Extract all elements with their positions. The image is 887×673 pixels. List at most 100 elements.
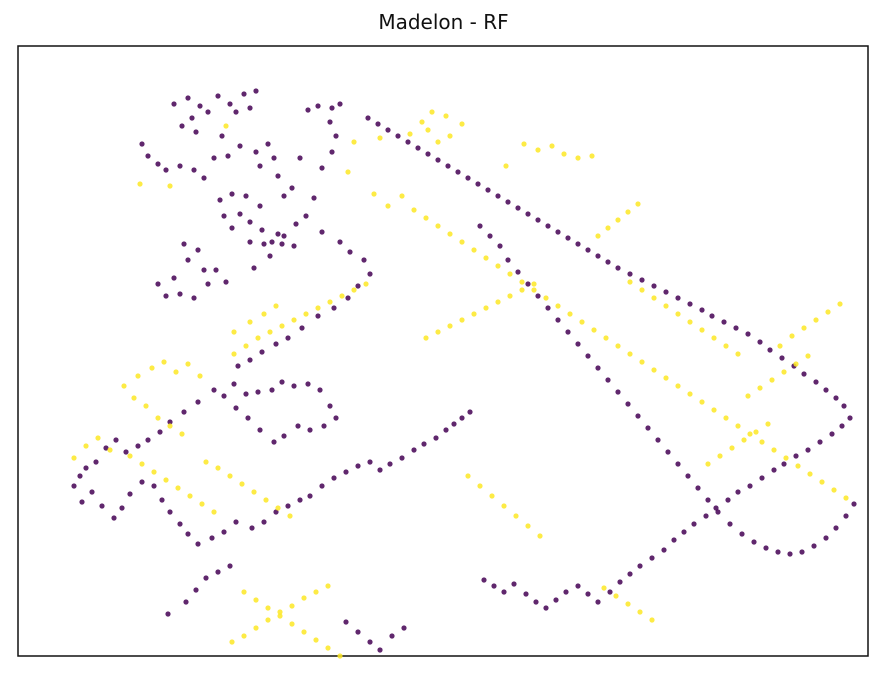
scatter-point	[795, 463, 801, 469]
scatter-point	[711, 335, 717, 341]
scatter-point	[525, 523, 531, 529]
scatter-point	[675, 295, 681, 301]
scatter-point	[399, 455, 405, 461]
scatter-point	[829, 431, 835, 437]
scatter-point	[345, 169, 351, 175]
scatter-point	[269, 239, 275, 245]
scatter-point	[709, 313, 715, 319]
scatter-point	[177, 521, 183, 527]
scatter-point	[155, 161, 161, 167]
scatter-point	[251, 265, 257, 271]
scatter-point	[301, 629, 307, 635]
scatter-point	[401, 625, 407, 631]
scatter-point	[591, 327, 597, 333]
scatter-point	[79, 499, 85, 505]
scatter-point	[195, 399, 201, 405]
scatter-point	[163, 293, 169, 299]
scatter-point	[687, 319, 693, 325]
scatter-point	[481, 577, 487, 583]
scatter-point	[507, 271, 513, 277]
scatter-point	[651, 295, 657, 301]
scatter-point	[595, 599, 601, 605]
scatter-point	[775, 549, 781, 555]
scatter-point	[253, 149, 259, 155]
scatter-point	[445, 163, 451, 169]
scatter-point	[297, 497, 303, 503]
scatter-point	[243, 193, 249, 199]
scatter-point	[687, 301, 693, 307]
scatter-point	[747, 431, 753, 437]
scatter-point	[181, 241, 187, 247]
scatter-point	[735, 351, 741, 357]
scatter-point	[711, 407, 717, 413]
scatter-point	[757, 385, 763, 391]
scatter-point	[365, 115, 371, 121]
scatter-point	[303, 311, 309, 317]
scatter-point	[281, 233, 287, 239]
scatter-point	[305, 107, 311, 113]
scatter-point	[367, 459, 373, 465]
scatter-point	[337, 239, 343, 245]
scatter-point	[83, 443, 89, 449]
scatter-point	[781, 461, 787, 467]
scatter-point	[167, 419, 173, 425]
scatter-point	[193, 129, 199, 135]
scatter-point	[723, 343, 729, 349]
scatter-point	[651, 283, 657, 289]
scatter-point	[99, 503, 105, 509]
scatter-point	[175, 485, 181, 491]
scatter-point	[531, 287, 537, 293]
scatter-point	[751, 539, 757, 545]
scatter-point	[601, 585, 607, 591]
scatter-point	[567, 311, 573, 317]
scatter-point	[589, 153, 595, 159]
scatter-point	[145, 437, 151, 443]
scatter-point	[371, 191, 377, 197]
scatter-point	[313, 637, 319, 643]
scatter-point	[131, 395, 137, 401]
scatter-point	[301, 595, 307, 601]
scatter-point	[745, 393, 751, 399]
scatter-point	[459, 415, 465, 421]
scatter-point	[837, 301, 843, 307]
scatter-point	[691, 521, 697, 527]
scatter-point	[429, 109, 435, 115]
scatter-point	[237, 143, 243, 149]
scatter-point	[279, 379, 285, 385]
scatter-point	[747, 483, 753, 489]
scatter-point	[139, 141, 145, 147]
scatter-point	[635, 201, 641, 207]
scatter-point	[217, 197, 223, 203]
scatter-point	[255, 389, 261, 395]
scatter-point	[95, 435, 101, 441]
scatter-point	[287, 513, 293, 519]
scatter-point	[273, 509, 279, 515]
scatter-point	[165, 611, 171, 617]
plot-area-frame	[17, 45, 869, 657]
scatter-point	[663, 289, 669, 295]
scatter-point	[841, 403, 847, 409]
scatter-point	[771, 467, 777, 473]
scatter-point	[259, 349, 265, 355]
scatter-point	[455, 169, 461, 175]
scatter-point	[205, 281, 211, 287]
scatter-point	[241, 91, 247, 97]
scatter-point	[235, 363, 241, 369]
scatter-point	[665, 449, 671, 455]
scatter-point	[535, 293, 541, 299]
scatter-point	[395, 133, 401, 139]
scatter-point	[233, 109, 239, 115]
scatter-point	[355, 629, 361, 635]
scatter-point	[363, 281, 369, 287]
scatter-point	[721, 319, 727, 325]
scatter-point	[543, 605, 549, 611]
scatter-point	[675, 461, 681, 467]
scatter-point	[477, 483, 483, 489]
scatter-point	[451, 421, 457, 427]
scatter-point	[253, 88, 259, 94]
scatter-point	[495, 263, 501, 269]
scatter-point	[543, 295, 549, 301]
scatter-point	[113, 437, 119, 443]
scatter-point	[177, 163, 183, 169]
scatter-point	[145, 153, 151, 159]
